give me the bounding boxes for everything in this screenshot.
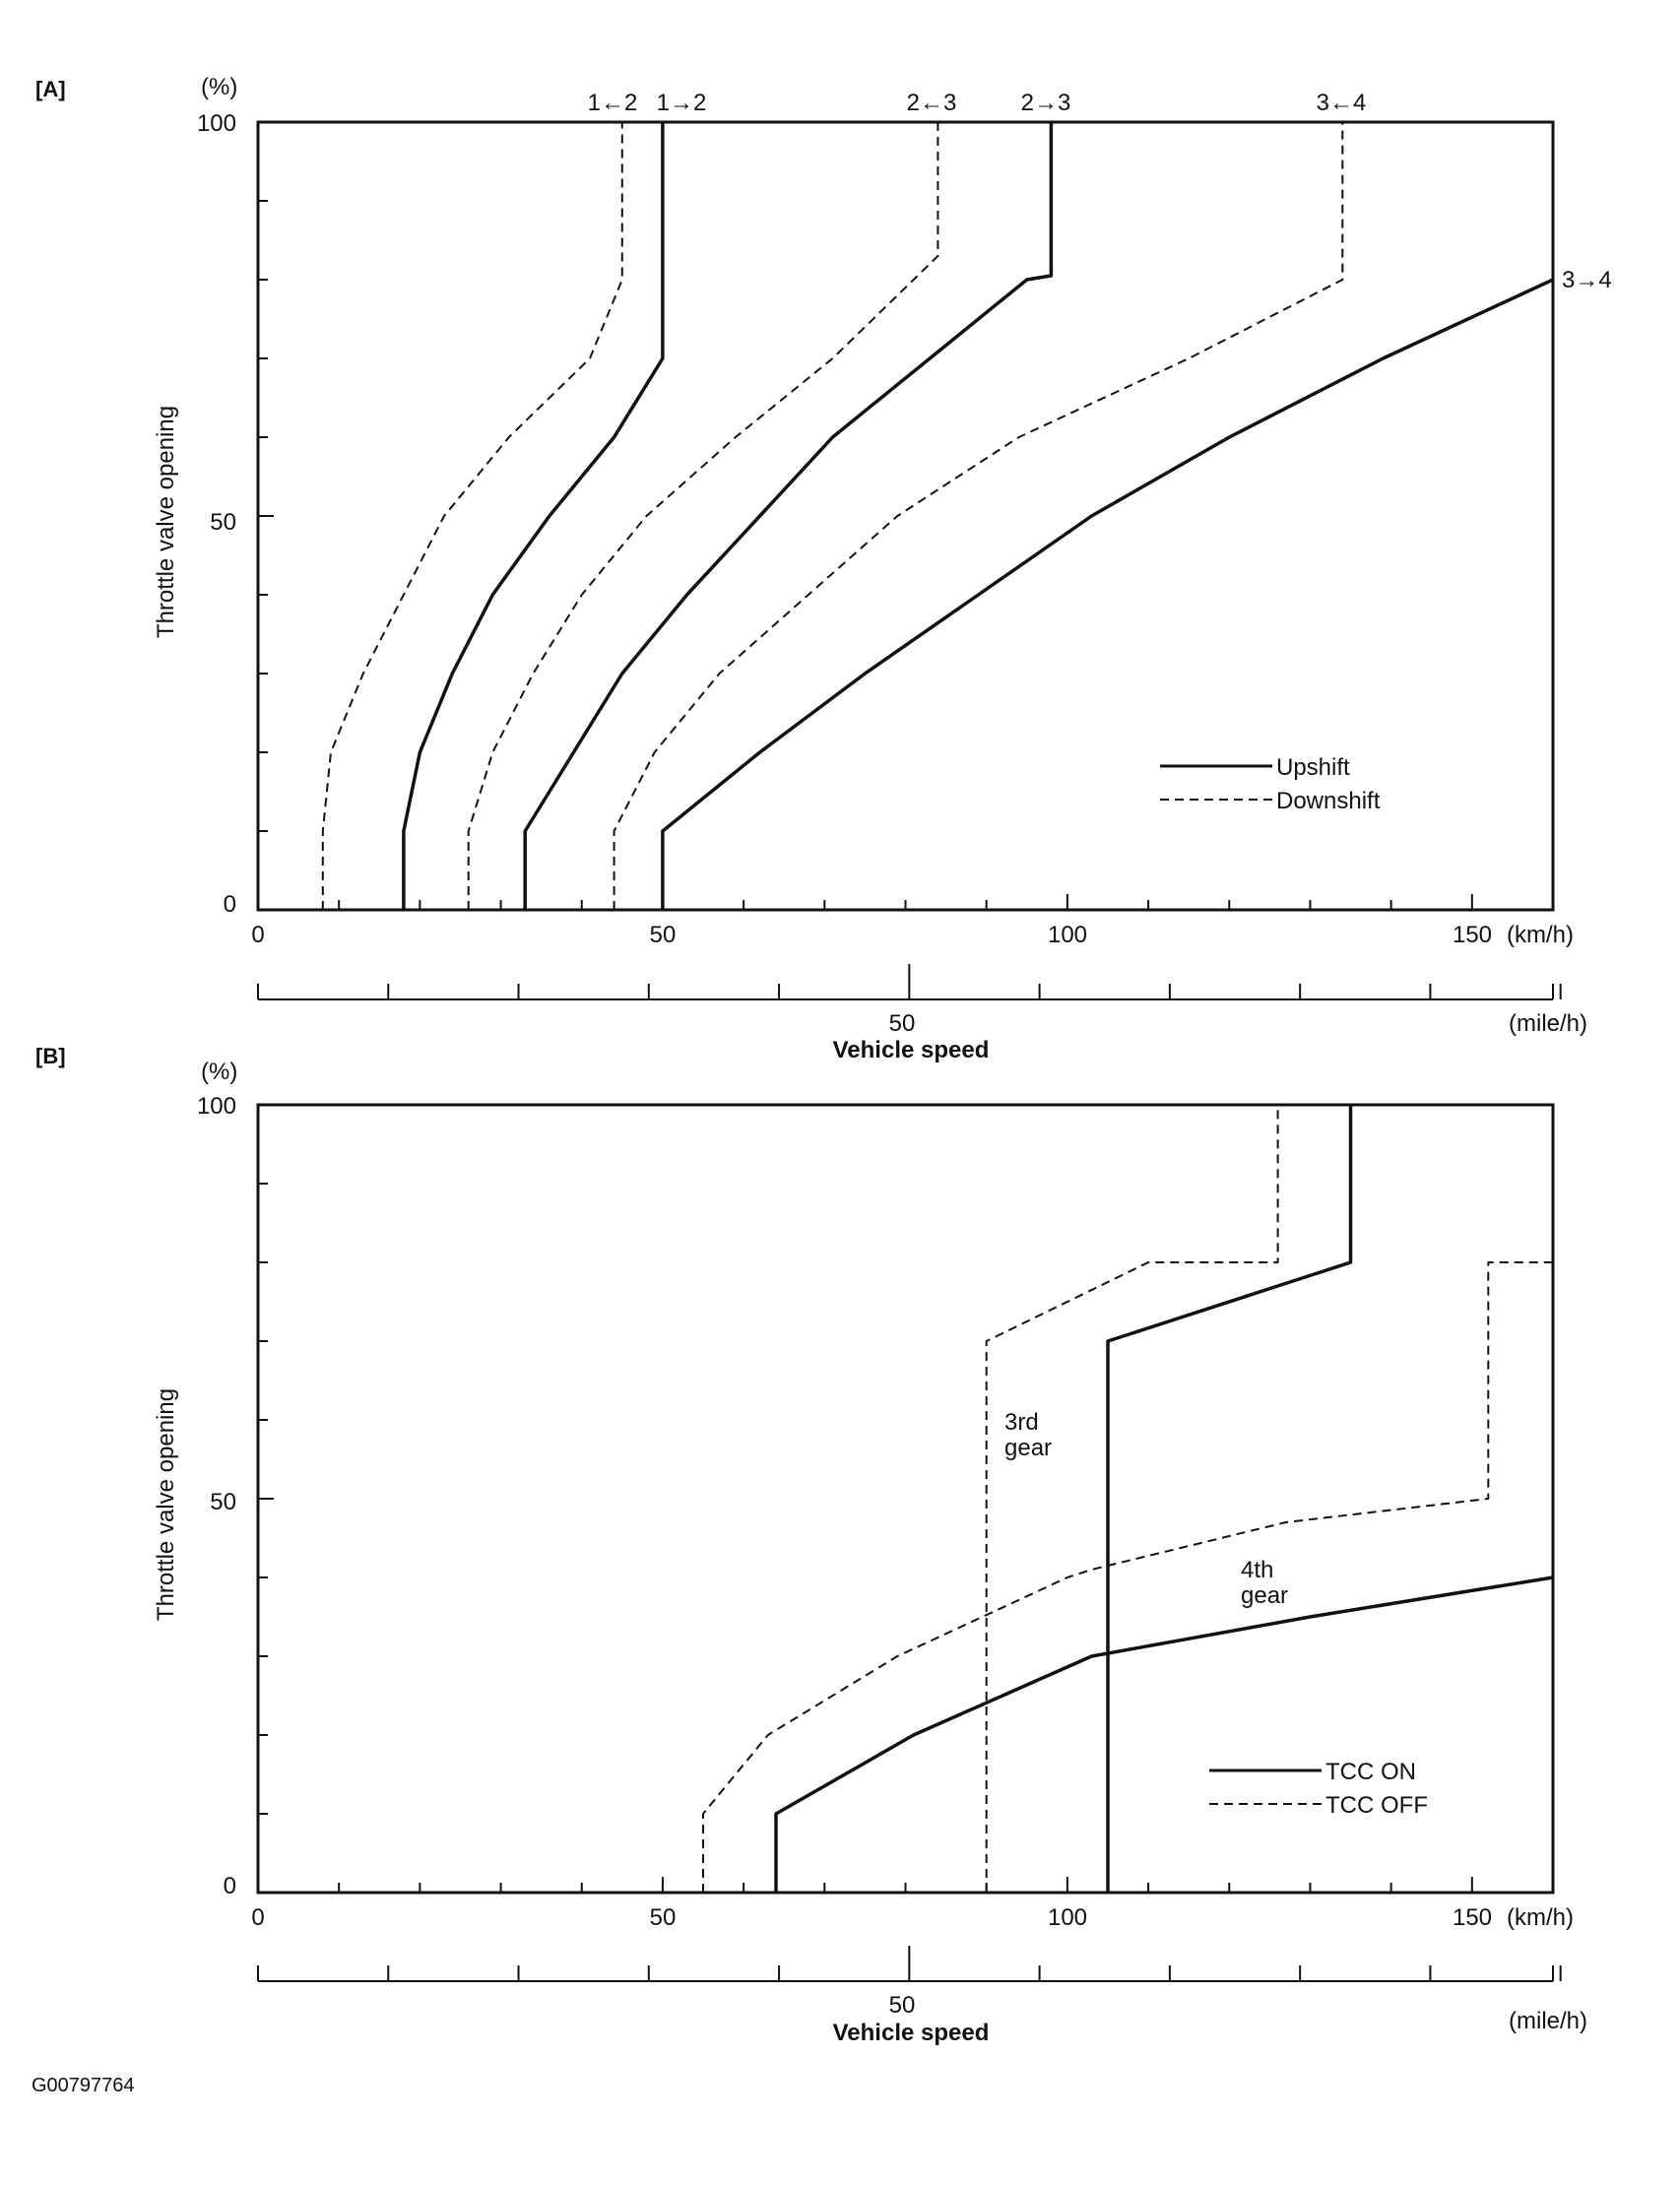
panel-a-series (321, 122, 1554, 910)
panel-b-x-tick-label-50: 50 (650, 1904, 677, 1931)
panel-a-x-tick-label-50: 50 (650, 922, 677, 948)
panel-b-y-tick-label-0: 0 (224, 1873, 236, 1899)
panel-b-x-axis-title: Vehicle speed (833, 2020, 990, 2046)
annotation-3rd-gear-text: 3rd (1004, 1409, 1039, 1436)
panel-b-y-tick-label-50: 50 (210, 1489, 236, 1515)
ann3-line2: gear (1004, 1435, 1052, 1461)
panel-a-y-ticks (258, 121, 274, 911)
panel-a-series-3 (523, 122, 1054, 910)
panel-a-series-4 (613, 122, 1344, 910)
curve-label-3-down-4: 3←4 (1317, 90, 1367, 116)
panel-a-y-tick-label-100: 100 (197, 110, 236, 137)
panel-b-x-ticks (257, 1877, 1554, 1893)
panel-b-mile-tick-label-50: 50 (889, 1992, 916, 2019)
panel-b-legend: TCC ON TCC OFF (1209, 1759, 1428, 1819)
panel-b-x-tick-label-100: 100 (1048, 1904, 1087, 1931)
panel-b-y-ticks (258, 1104, 274, 1894)
panel-a-x-unit: (km/h) (1507, 922, 1574, 948)
legend-tcc-on-label: TCC ON (1325, 1759, 1416, 1785)
panel-b-y-tick-label-100: 100 (197, 1093, 236, 1120)
panel-a-series-0 (321, 122, 623, 910)
panel-a-legend: Upshift Downshift (1160, 754, 1381, 814)
panel-b-x-unit: (km/h) (1507, 1904, 1574, 1931)
panel-b-x-tick-label-150: 150 (1453, 1904, 1492, 1931)
panel-a-x-ticks (257, 894, 1554, 910)
annotation-4th-gear: 4th gear (1241, 1557, 1288, 1609)
panel-b-y-axis-title: Throttle valve opening (153, 1388, 179, 1621)
annotation-3rd-gear: 3rd gear (1004, 1409, 1052, 1461)
legend-upshift-label: Upshift (1276, 754, 1350, 781)
panel-b-series-1 (1106, 1105, 1353, 1893)
panel-b-series-2 (702, 1261, 1553, 1893)
panel-a-label: [A] (35, 77, 66, 101)
panel-a-x-axis-title: Vehicle speed (833, 1037, 990, 1063)
chart-a: [A] (%) 0 50 100 0 50 100 150 (km/h) 50 … (35, 74, 1612, 1063)
panel-a-series-2 (467, 122, 939, 910)
panel-a-x-tick-label-0: 0 (251, 922, 264, 948)
panel-b-y-unit: (%) (201, 1059, 237, 1085)
legend-tcc-off-label: TCC OFF (1325, 1792, 1428, 1819)
panel-b-series-3 (774, 1575, 1554, 1893)
panel-b-series (702, 1105, 1554, 1893)
curve-label-3-up-4-side: 3→4 (1562, 267, 1612, 293)
panel-b-x-tick-label-0: 0 (251, 1904, 264, 1931)
panel-a-y-tick-label-50: 50 (210, 509, 236, 536)
panel-a-y-unit: (%) (201, 74, 237, 100)
annotation-4th-gear-text: 4th (1241, 1557, 1273, 1583)
panel-b-label: [B] (35, 1044, 66, 1068)
panel-a-series-5 (661, 278, 1554, 910)
panel-a-mile-unit: (mile/h) (1509, 1010, 1587, 1037)
panel-b-mile-axis (257, 1946, 1562, 1982)
chart-b: [B] (%) 0 50 100 0 50 100 150 (km/h) 50 … (35, 1044, 1587, 2046)
legend-downshift-label: Downshift (1276, 788, 1381, 814)
curve-label-2-down-3: 2←3 (907, 90, 957, 116)
panel-a-x-tick-label-100: 100 (1048, 922, 1087, 948)
curve-label-2-up-3: 2→3 (1021, 90, 1071, 116)
panel-b-mile-unit: (mile/h) (1509, 2008, 1587, 2034)
panel-b-series-0 (985, 1105, 1279, 1893)
curve-label-1-up-2: 1→2 (657, 90, 707, 116)
panel-a-y-axis-title: Throttle valve opening (153, 406, 179, 638)
panel-a-mile-tick-label-50: 50 (889, 1010, 916, 1037)
panel-a-mile-axis (257, 964, 1562, 1000)
ann4-line2: gear (1241, 1582, 1288, 1609)
panel-a-series-1 (402, 122, 665, 910)
panel-a-x-tick-label-150: 150 (1453, 922, 1492, 948)
figure-id: G00797764 (32, 2075, 135, 2096)
curve-label-1-down-2: 1←2 (588, 90, 638, 116)
panel-a-y-tick-label-0: 0 (224, 891, 236, 918)
